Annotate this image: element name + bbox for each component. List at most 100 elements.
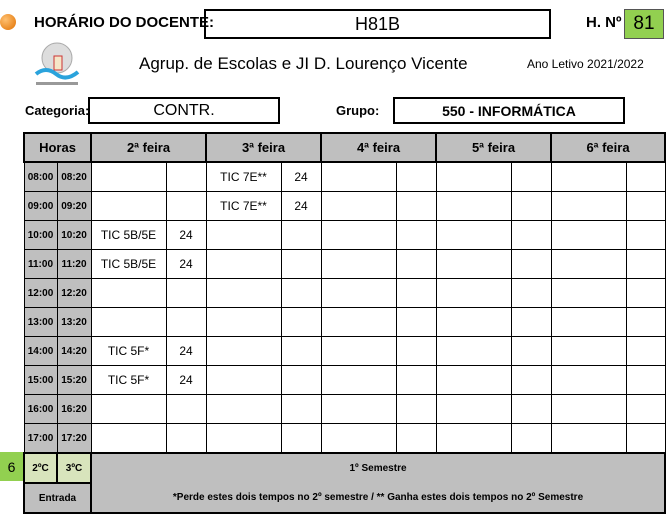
room-cell	[280, 365, 322, 395]
room-cell: 24	[165, 336, 207, 366]
room-cell	[510, 365, 552, 395]
room-cell	[280, 423, 322, 454]
class-cell	[320, 394, 397, 424]
room-cell: 24	[165, 365, 207, 395]
header-row: Horas 2ª feira 3ª feira 4ª feira 5ª feir…	[22, 132, 667, 163]
class-cell	[90, 394, 167, 424]
room-cell	[280, 394, 322, 424]
room-cell	[165, 423, 207, 454]
class-cell	[90, 307, 167, 337]
room-cell	[280, 220, 322, 250]
class-cell	[320, 365, 397, 395]
room-cell	[625, 161, 666, 192]
class-cell	[320, 278, 397, 308]
room-cell	[510, 220, 552, 250]
class-cell	[320, 220, 397, 250]
room-cell	[625, 365, 666, 395]
start-time: 14:00	[23, 336, 58, 366]
horas-header: Horas	[22, 132, 93, 163]
class-cell	[320, 307, 397, 337]
end-time: 15:20	[56, 365, 92, 395]
class-cell	[550, 220, 627, 250]
footer-row-2: Entrada *Perde estes dois tempos no 2º s…	[22, 482, 667, 514]
end-time: 11:20	[56, 249, 92, 279]
table-row: 11:00 11:20 TIC 5B/5E 24	[23, 249, 666, 279]
room-cell	[510, 307, 552, 337]
room-cell	[510, 423, 552, 454]
hno-label: H. Nº	[586, 14, 622, 31]
side-value: 6	[0, 452, 23, 481]
class-cell	[90, 161, 167, 192]
room-cell	[395, 220, 437, 250]
start-time: 09:00	[23, 191, 58, 221]
table-row: 17:00 17:20	[23, 423, 666, 454]
class-cell	[320, 191, 397, 221]
table-row: 12:00 12:20	[23, 278, 666, 308]
room-cell	[510, 336, 552, 366]
class-cell	[550, 394, 627, 424]
school-logo	[34, 40, 80, 88]
room-cell	[165, 161, 207, 192]
class-cell	[435, 423, 512, 454]
categoria-label: Categoria:	[25, 103, 90, 118]
end-time: 13:20	[56, 307, 92, 337]
class-cell	[435, 161, 512, 192]
day-header: 2ª feira	[90, 132, 208, 163]
schedule-table: Horas 2ª feira 3ª feira 4ª feira 5ª feir…	[22, 132, 667, 514]
day-header: 5ª feira	[435, 132, 553, 163]
class-cell	[550, 423, 627, 454]
class-cell	[435, 220, 512, 250]
room-cell	[165, 191, 207, 221]
end-time: 10:20	[56, 220, 92, 250]
room-cell	[280, 336, 322, 366]
start-time: 15:00	[23, 365, 58, 395]
class-cell	[550, 307, 627, 337]
room-cell: 24	[280, 161, 322, 192]
end-time: 09:20	[56, 191, 92, 221]
class-cell	[320, 249, 397, 279]
end-time: 17:20	[56, 423, 92, 454]
class-cell	[320, 423, 397, 454]
class-cell	[205, 249, 282, 279]
room-cell	[280, 307, 322, 337]
class-cell: TIC 5B/5E	[90, 249, 167, 279]
school-year: Ano Letivo 2021/2022	[527, 57, 644, 71]
start-time: 17:00	[23, 423, 58, 454]
class-cell: TIC 5F*	[90, 365, 167, 395]
class-cell	[320, 336, 397, 366]
room-cell	[395, 191, 437, 221]
class-cell	[90, 423, 167, 454]
note-text: *Perde estes dois tempos no 2º semestre …	[90, 483, 667, 514]
class-cell	[435, 336, 512, 366]
class-cell	[205, 423, 282, 454]
school-name: Agrup. de Escolas e JI D. Lourenço Vicen…	[139, 54, 468, 73]
class-cell	[205, 278, 282, 308]
orange-bullet-icon	[0, 14, 16, 30]
day-header: 4ª feira	[320, 132, 438, 163]
room-cell	[395, 423, 437, 454]
room-cell	[395, 249, 437, 279]
class-cell	[550, 365, 627, 395]
class-cell: TIC 5F*	[90, 336, 167, 366]
end-time: 14:20	[56, 336, 92, 366]
start-time: 12:00	[23, 278, 58, 308]
start-time: 13:00	[23, 307, 58, 337]
room-cell	[510, 161, 552, 192]
class-cell	[550, 161, 627, 192]
class-cell	[90, 278, 167, 308]
room-cell	[165, 278, 207, 308]
categoria-field: CONTR.	[88, 97, 280, 124]
class-cell	[550, 249, 627, 279]
start-time: 11:00	[23, 249, 58, 279]
table-row: 13:00 13:20	[23, 307, 666, 337]
start-time: 10:00	[23, 220, 58, 250]
room-cell	[280, 278, 322, 308]
class-cell	[435, 249, 512, 279]
class-cell	[435, 191, 512, 221]
end-time: 12:20	[56, 278, 92, 308]
footer-row-1: 2ºC 3ºC 1º Semestre	[23, 452, 667, 484]
docente-field: H81B	[204, 9, 551, 39]
entrada-label: Entrada	[22, 482, 93, 514]
room-cell: 24	[165, 249, 207, 279]
room-cell	[165, 394, 207, 424]
